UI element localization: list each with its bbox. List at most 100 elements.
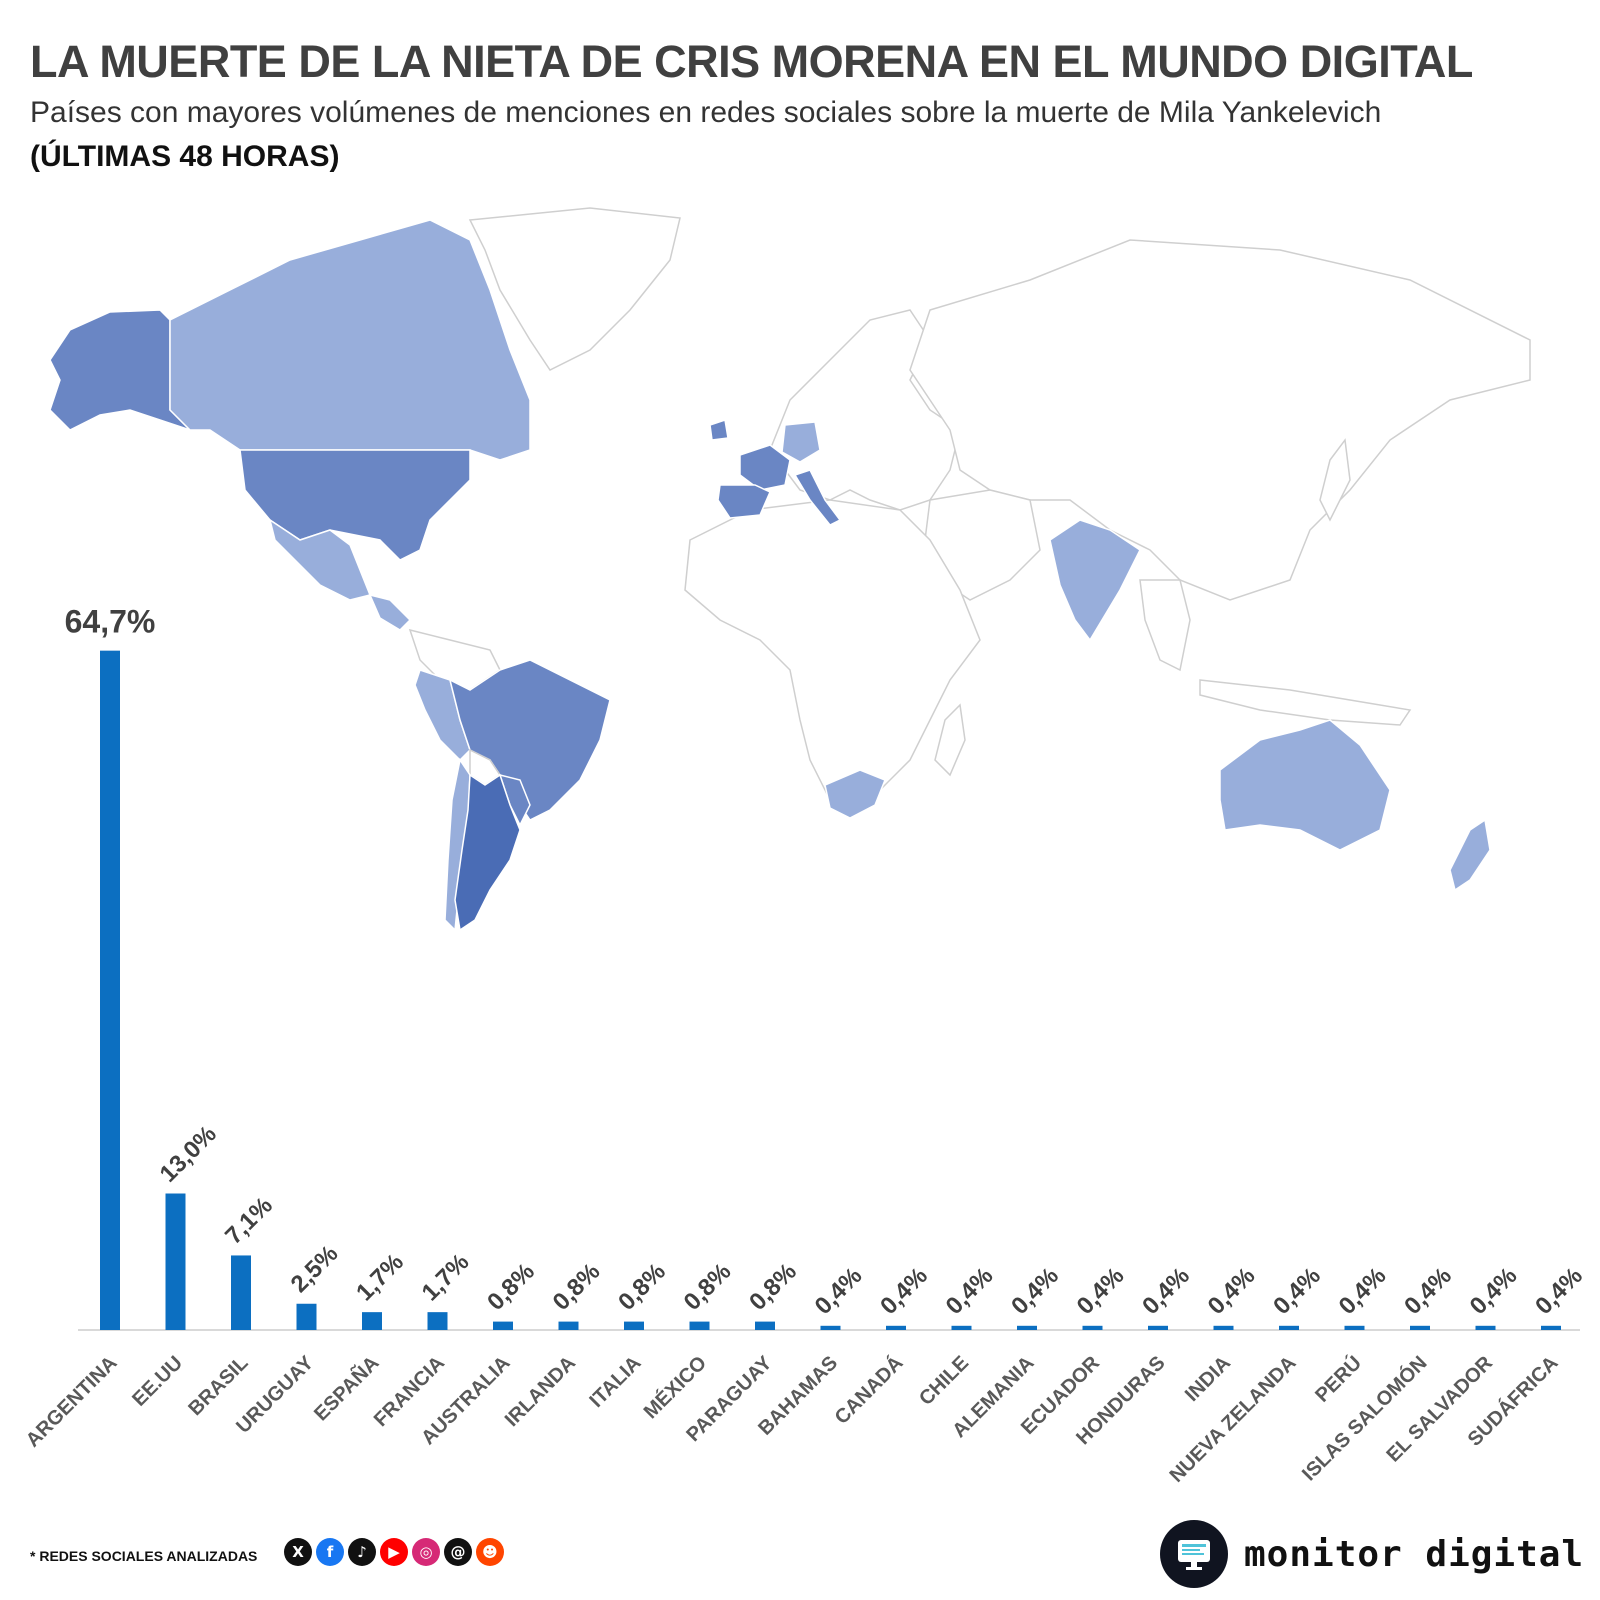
category-label: NUEVA ZELANDA xyxy=(1166,1352,1301,1487)
value-label: 0,4% xyxy=(941,1262,999,1320)
category-label: BAHAMAS xyxy=(754,1352,842,1440)
value-label: 0,4% xyxy=(810,1262,868,1320)
bar-islas-salomón xyxy=(1410,1325,1430,1330)
bar-francia xyxy=(427,1312,448,1330)
value-label: 0,4% xyxy=(1203,1262,1261,1320)
category-label: ESPAÑA xyxy=(309,1351,383,1425)
social-network-icon: ▶ xyxy=(380,1538,408,1566)
category-label: CHILE xyxy=(915,1352,973,1410)
bar-australia xyxy=(493,1321,513,1330)
map-usa xyxy=(239,449,471,561)
map-japan xyxy=(1319,438,1351,522)
value-label: 0,4% xyxy=(1334,1262,1392,1320)
map-ireland xyxy=(709,419,729,441)
networks-note: * REDES SOCIALES ANALIZADAS xyxy=(30,1548,258,1564)
bar-honduras xyxy=(1148,1325,1168,1330)
category-label: ALEMANIA xyxy=(948,1352,1038,1442)
category-label: MÉXICO xyxy=(639,1351,711,1423)
value-label: 0,8% xyxy=(744,1258,802,1316)
value-label: 0,8% xyxy=(613,1258,671,1316)
category-label: CANADÁ xyxy=(830,1351,908,1429)
chart-subtitle: Países con mayores volúmenes de mencione… xyxy=(30,96,1382,129)
brand-block: monitor digital xyxy=(1160,1520,1584,1588)
bar-sudáfrica xyxy=(1541,1325,1561,1330)
value-label: 0,8% xyxy=(679,1258,737,1316)
time-period-label: (ÚLTIMAS 48 HORAS) xyxy=(30,140,340,173)
bar-italia xyxy=(624,1321,644,1330)
social-network-icon: f xyxy=(316,1538,344,1566)
category-label: BRASIL xyxy=(184,1352,252,1420)
value-label: 2,5% xyxy=(286,1240,344,1298)
brand-name: monitor digital xyxy=(1244,1533,1585,1575)
category-label: INDIA xyxy=(1181,1352,1235,1406)
map-australia xyxy=(1219,719,1391,851)
value-label: 7,1% xyxy=(220,1192,278,1250)
map-germany xyxy=(781,421,821,463)
bar-uruguay xyxy=(296,1303,317,1330)
category-label: ARGENTINA xyxy=(22,1352,122,1452)
bar-méxico xyxy=(689,1321,710,1330)
map-indonesia xyxy=(1199,679,1412,726)
map-france xyxy=(739,444,791,491)
map-south-africa xyxy=(824,769,886,819)
value-label: 0,4% xyxy=(1006,1262,1064,1320)
category-label: AUSTRALIA xyxy=(417,1352,514,1449)
category-label: ITALIA xyxy=(585,1352,645,1412)
bar-el-salvador xyxy=(1475,1325,1496,1330)
bar-canadá xyxy=(886,1325,906,1330)
map-new-zealand xyxy=(1449,818,1491,892)
chart-title: LA MUERTE DE LA NIETA DE CRIS MORENA EN … xyxy=(30,36,1473,87)
category-label: ECUADOR xyxy=(1017,1352,1104,1439)
map-argentina xyxy=(454,773,521,932)
map-canada xyxy=(169,219,531,461)
bar-españa xyxy=(362,1312,382,1330)
map-spain xyxy=(717,484,771,519)
social-network-icon: @ xyxy=(444,1538,472,1566)
value-label: 1,7% xyxy=(351,1249,409,1307)
map-india xyxy=(1049,519,1141,642)
map-central-america xyxy=(368,593,412,631)
bar-ecuador xyxy=(1082,1325,1103,1330)
bar-nueva-zelanda xyxy=(1279,1325,1299,1330)
category-label: HONDURAS xyxy=(1072,1352,1169,1449)
map-madagascar xyxy=(934,703,966,777)
map-asia xyxy=(909,239,1531,601)
value-label: 0,4% xyxy=(875,1262,933,1320)
map-alaska xyxy=(49,309,191,431)
bar-ee-uu xyxy=(165,1193,186,1330)
map-africa xyxy=(684,499,981,811)
category-label: PARAGUAY xyxy=(682,1352,777,1447)
category-label: IRLANDA xyxy=(501,1352,580,1431)
category-label: PERÚ xyxy=(1310,1351,1366,1407)
social-network-icon: ☻ xyxy=(476,1538,504,1566)
category-label: SUDÁFRICA xyxy=(1463,1351,1563,1451)
value-label: 0,8% xyxy=(482,1258,540,1316)
bar-india xyxy=(1213,1325,1234,1330)
bar-irlanda xyxy=(558,1321,579,1330)
category-label: ISLAS SALOMÓN xyxy=(1297,1351,1432,1486)
map-southeast-asia xyxy=(1139,579,1191,672)
value-label: 0,4% xyxy=(1399,1262,1457,1320)
social-network-icon: ♪ xyxy=(348,1538,376,1566)
bar-chile xyxy=(951,1325,972,1330)
value-label: 0,4% xyxy=(1530,1262,1588,1320)
social-network-icon: ◎ xyxy=(412,1538,440,1566)
bar-alemania xyxy=(1017,1325,1037,1330)
value-label: 1,7% xyxy=(417,1249,475,1307)
category-label: EE.UU xyxy=(128,1352,187,1411)
bar-perú xyxy=(1344,1325,1365,1330)
value-label: 0,4% xyxy=(1268,1262,1326,1320)
bar-brasil xyxy=(231,1255,251,1330)
social-network-icon: X xyxy=(284,1538,312,1566)
map-greenland xyxy=(468,207,681,371)
bar-bahamas xyxy=(820,1325,841,1330)
value-label: 0,8% xyxy=(548,1258,606,1316)
map-italy xyxy=(793,469,842,526)
value-label: 13,0% xyxy=(155,1121,222,1188)
value-label: 0,4% xyxy=(1137,1262,1195,1320)
category-label: FRANCIA xyxy=(370,1352,449,1431)
monitor-icon xyxy=(1160,1520,1228,1588)
bar-paraguay xyxy=(755,1321,775,1330)
value-label: 0,4% xyxy=(1072,1262,1130,1320)
